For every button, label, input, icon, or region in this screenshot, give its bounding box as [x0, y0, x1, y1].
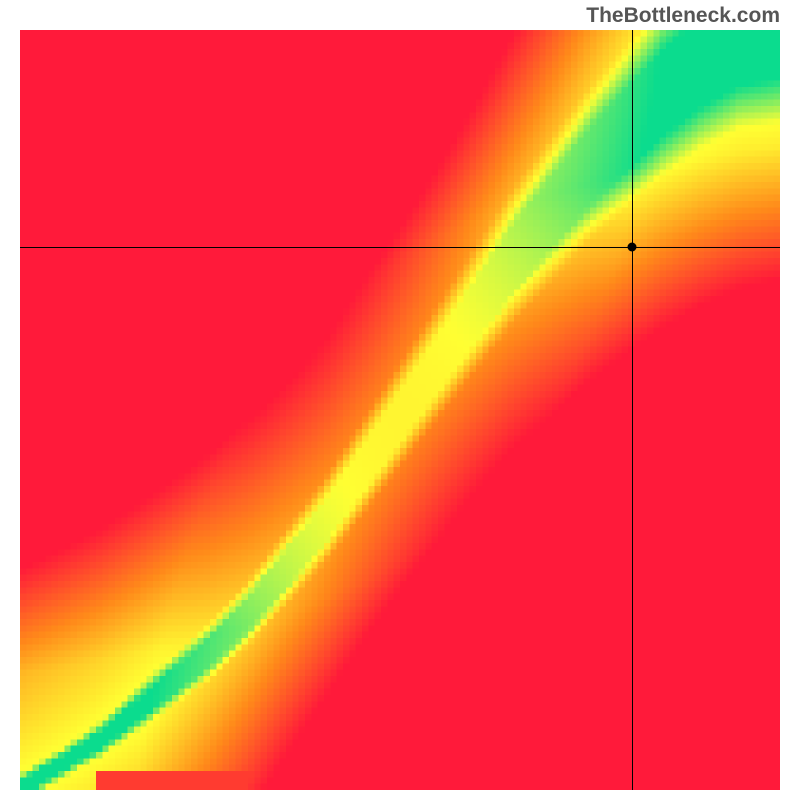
- bottleneck-heatmap: [20, 30, 780, 790]
- crosshair-vertical: [632, 30, 633, 790]
- marker-dot: [627, 242, 636, 251]
- crosshair-horizontal: [20, 247, 780, 248]
- watermark-text: TheBottleneck.com: [586, 4, 780, 28]
- heatmap-canvas: [20, 30, 780, 790]
